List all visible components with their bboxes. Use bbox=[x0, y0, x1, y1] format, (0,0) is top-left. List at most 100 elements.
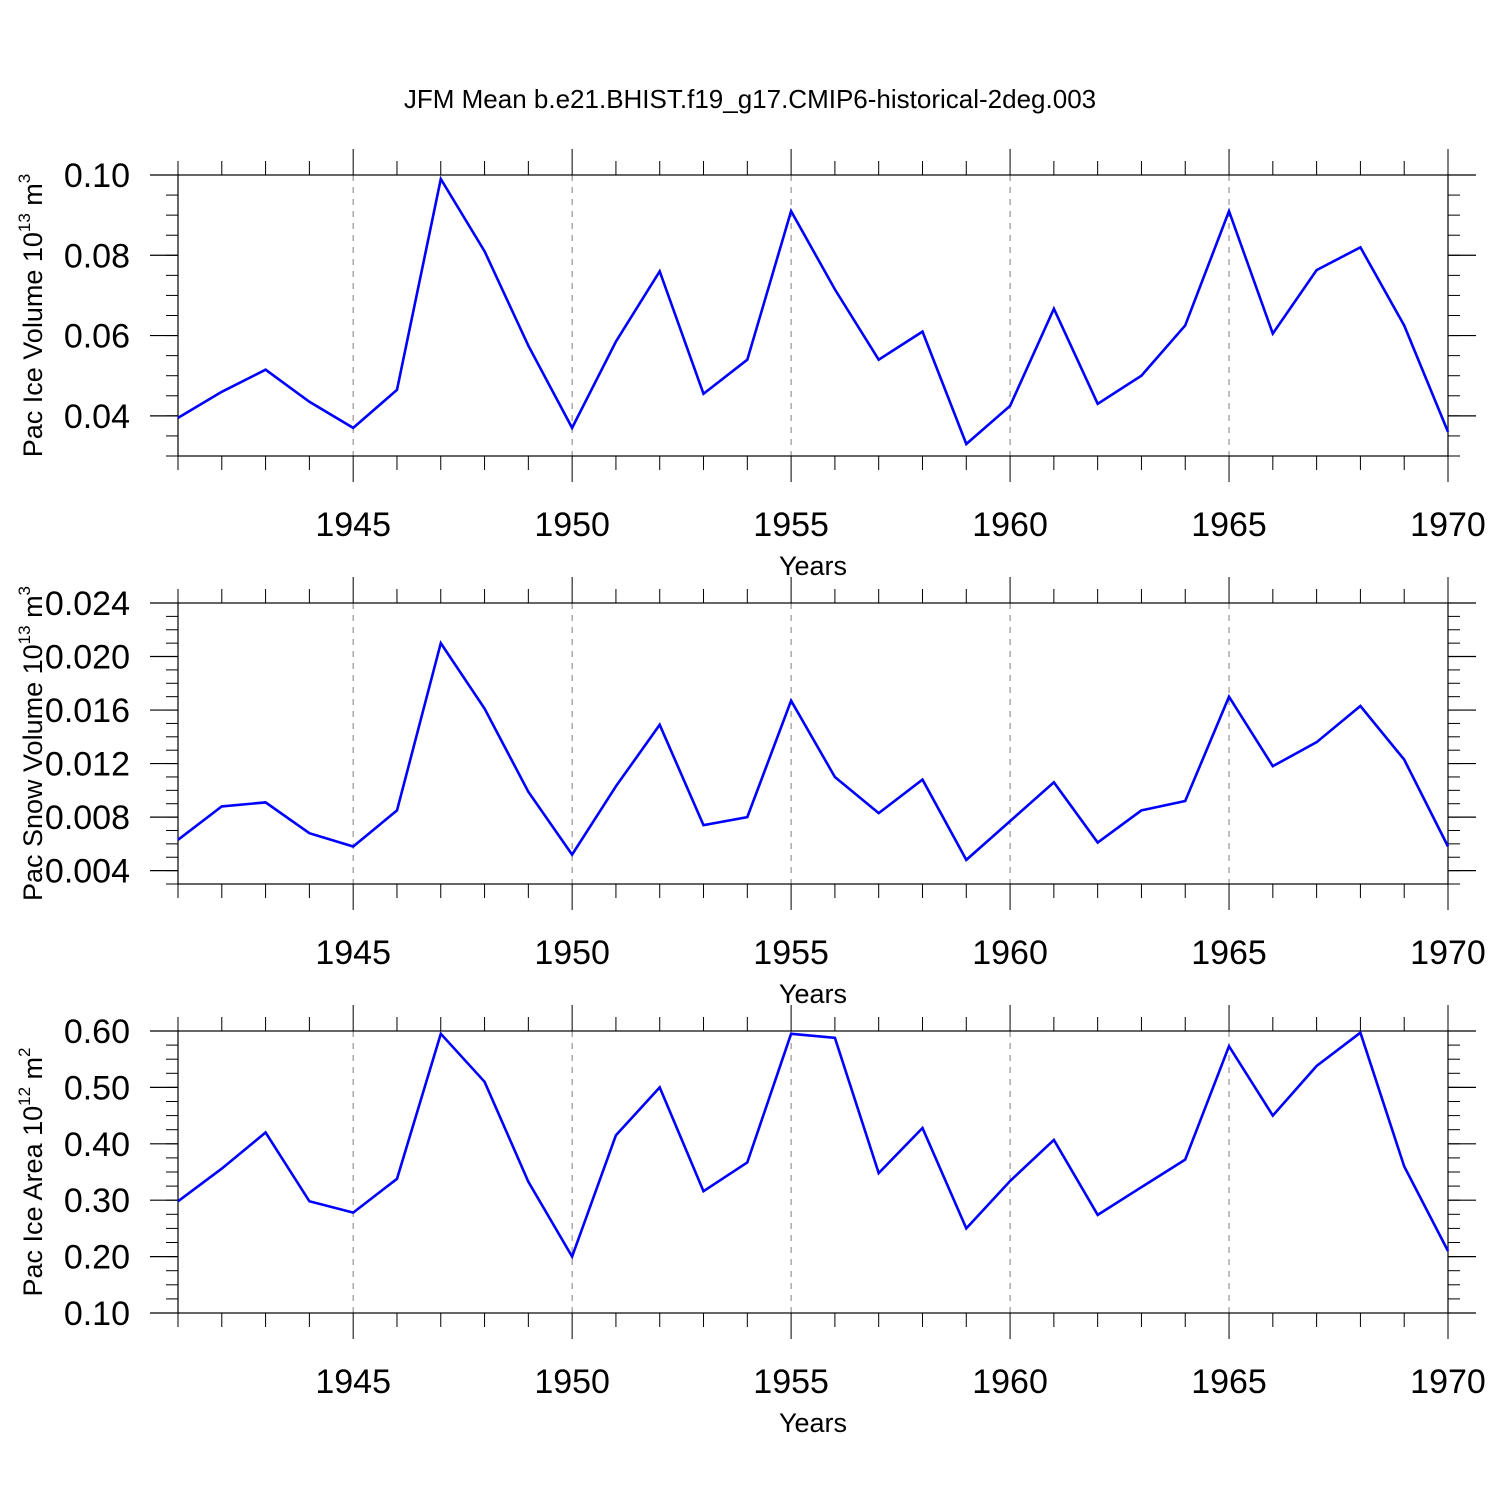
data-point bbox=[1139, 808, 1143, 812]
data-point bbox=[1315, 740, 1319, 744]
y-tick-label: 0.50 bbox=[64, 1069, 130, 1107]
data-point bbox=[833, 775, 837, 779]
data-point bbox=[1052, 1138, 1056, 1142]
data-point bbox=[833, 287, 837, 291]
x-tick-label: 1950 bbox=[534, 506, 610, 544]
data-point bbox=[483, 249, 487, 253]
data-point bbox=[570, 853, 574, 857]
data-point bbox=[658, 269, 662, 273]
series-line bbox=[177, 639, 1450, 862]
data-point bbox=[1446, 845, 1450, 849]
data-point bbox=[1315, 268, 1319, 272]
data-point bbox=[877, 1171, 881, 1175]
y-tick-label: 0.020 bbox=[45, 639, 130, 677]
x-tick-label: 1965 bbox=[1191, 506, 1267, 544]
chart-panel-1: 0.04 0.06 0.08 0.10 1945 1950 1955 1960 1965 1970… bbox=[15, 149, 1486, 581]
data-point bbox=[702, 1189, 706, 1193]
data-point bbox=[789, 699, 793, 703]
plot-frame bbox=[177, 602, 1449, 885]
series-line bbox=[177, 1030, 1450, 1260]
data-point bbox=[1315, 1064, 1319, 1068]
data-point bbox=[220, 390, 224, 394]
data-point bbox=[395, 808, 399, 812]
data-point bbox=[877, 811, 881, 815]
data-point bbox=[526, 1180, 530, 1184]
data-point bbox=[351, 426, 355, 430]
x-tick-label: 1970 bbox=[1410, 506, 1486, 544]
data-point bbox=[877, 358, 881, 362]
data-point bbox=[745, 815, 749, 819]
data-point bbox=[614, 1133, 618, 1137]
x-tick-label: 1970 bbox=[1410, 1363, 1486, 1401]
data-point bbox=[1096, 1213, 1100, 1217]
data-point bbox=[307, 831, 311, 835]
y-tick-label: 0.016 bbox=[45, 692, 130, 730]
x-tick-label: 1950 bbox=[534, 934, 610, 972]
y-tick-label: 0.10 bbox=[64, 1295, 130, 1333]
data-point bbox=[833, 1036, 837, 1040]
x-tick-label: 1955 bbox=[753, 506, 829, 544]
x-axis-title: Years bbox=[779, 551, 847, 581]
data-point bbox=[964, 442, 968, 446]
x-tick-label: 1970 bbox=[1410, 934, 1486, 972]
data-point bbox=[1271, 332, 1275, 336]
data-point bbox=[483, 707, 487, 711]
data-point bbox=[1139, 1185, 1143, 1189]
data-point bbox=[307, 400, 311, 404]
data-point bbox=[1139, 374, 1143, 378]
data-point bbox=[570, 1255, 574, 1259]
y-tick-label: 0.012 bbox=[45, 746, 130, 784]
data-point bbox=[1096, 841, 1100, 845]
data-point bbox=[1402, 1164, 1406, 1168]
series-line bbox=[177, 175, 1450, 447]
data-point bbox=[964, 858, 968, 862]
data-point bbox=[1096, 402, 1100, 406]
y-tick-label: 0.06 bbox=[64, 318, 130, 356]
data-point bbox=[1183, 324, 1187, 328]
data-point bbox=[1358, 704, 1362, 708]
data-point bbox=[1271, 764, 1275, 768]
x-axis-title: Years bbox=[779, 979, 847, 1009]
data-point bbox=[176, 1199, 180, 1203]
data-point bbox=[1008, 404, 1012, 408]
data-point bbox=[614, 340, 618, 344]
y-tick-label: 0.20 bbox=[64, 1239, 130, 1277]
data-point bbox=[1358, 1031, 1362, 1035]
x-tick-label: 1950 bbox=[534, 1363, 610, 1401]
data-point bbox=[220, 804, 224, 808]
data-point bbox=[789, 1032, 793, 1036]
data-point bbox=[789, 209, 793, 213]
x-tick-label: 1945 bbox=[315, 1363, 391, 1401]
data-point bbox=[526, 344, 530, 348]
x-tick-label: 1960 bbox=[972, 506, 1048, 544]
data-point bbox=[526, 790, 530, 794]
data-point bbox=[1446, 430, 1450, 434]
x-tick-label: 1965 bbox=[1191, 934, 1267, 972]
data-point bbox=[307, 1199, 311, 1203]
data-point bbox=[351, 845, 355, 849]
data-point bbox=[1271, 1114, 1275, 1118]
data-point bbox=[920, 330, 924, 334]
y-tick-label: 0.40 bbox=[64, 1126, 130, 1164]
data-point bbox=[483, 1080, 487, 1084]
x-axis-title: Years bbox=[779, 1408, 847, 1438]
data-point bbox=[220, 1167, 224, 1171]
x-tick-label: 1960 bbox=[972, 1363, 1048, 1401]
chart-panel-3: 0.10 0.20 0.30 0.40 0.50 0.60 1945 1950 1955 1960… bbox=[15, 1005, 1486, 1438]
data-point bbox=[1052, 780, 1056, 784]
data-point bbox=[702, 823, 706, 827]
data-point bbox=[1358, 245, 1362, 249]
x-tick-label: 1945 bbox=[315, 506, 391, 544]
data-point bbox=[1008, 819, 1012, 823]
data-point bbox=[351, 1211, 355, 1215]
x-tick-label: 1945 bbox=[315, 934, 391, 972]
data-point bbox=[658, 1085, 662, 1089]
data-point bbox=[1052, 307, 1056, 311]
y-tick-label: 0.08 bbox=[64, 237, 130, 275]
data-point bbox=[1227, 695, 1231, 699]
data-point bbox=[702, 392, 706, 396]
y-axis-title: Pac Snow Volume 1013 m3 bbox=[15, 586, 48, 901]
y-tick-label: 0.10 bbox=[64, 157, 130, 195]
x-tick-label: 1955 bbox=[753, 1363, 829, 1401]
x-tick-label: 1960 bbox=[972, 934, 1048, 972]
